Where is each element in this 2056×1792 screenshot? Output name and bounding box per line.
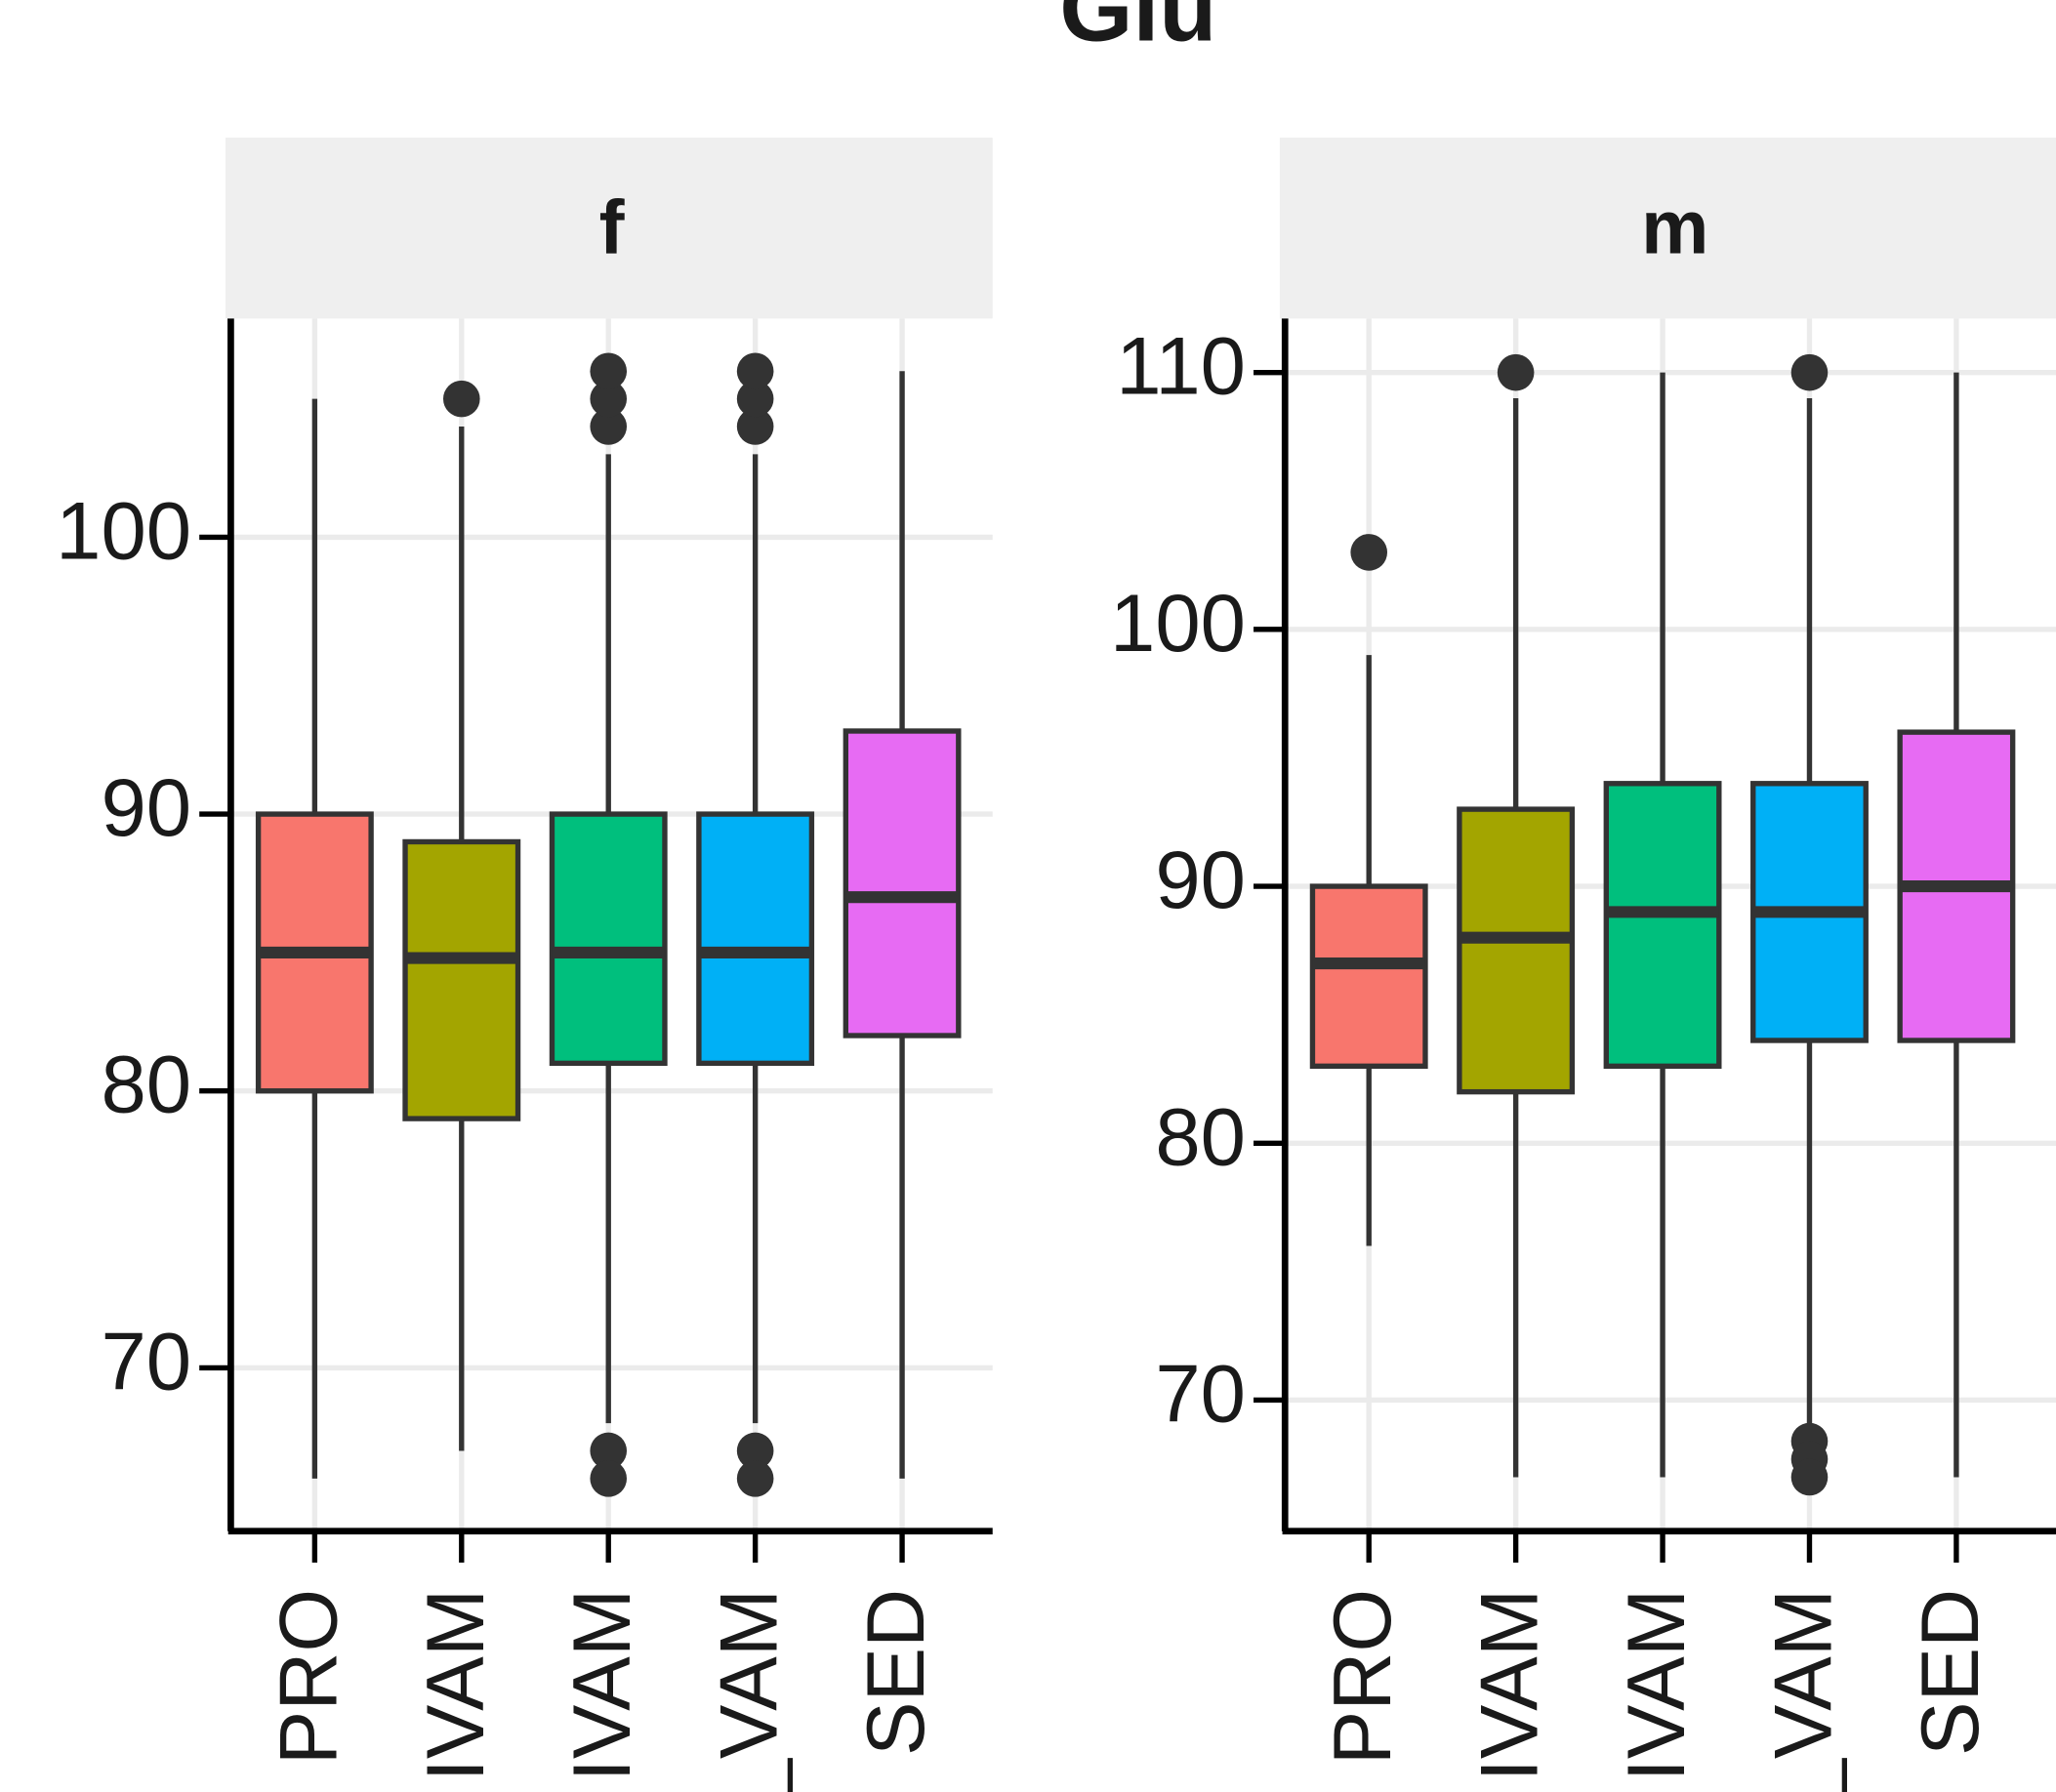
facet-strip bbox=[1279, 138, 2056, 319]
y-tick-label: 90 bbox=[101, 762, 191, 853]
outlier bbox=[736, 352, 774, 390]
outlier bbox=[736, 408, 774, 445]
y-tick-label: 100 bbox=[56, 485, 191, 576]
x-tick-label: IVAM bbox=[410, 1589, 501, 1781]
outlier bbox=[736, 1460, 774, 1497]
outlier bbox=[590, 1460, 628, 1497]
y-tick-label: 70 bbox=[1155, 1348, 1246, 1439]
box bbox=[1309, 883, 1428, 1070]
outlier bbox=[442, 380, 480, 418]
x-tick-label: IVAM bbox=[556, 1589, 647, 1781]
box bbox=[549, 811, 668, 1067]
x-tick-label: IVAM bbox=[1611, 1589, 1702, 1781]
box bbox=[1457, 806, 1576, 1095]
outlier bbox=[736, 1432, 774, 1470]
outlier bbox=[736, 380, 774, 418]
outlier bbox=[590, 380, 628, 418]
y-tick-label: 110 bbox=[1116, 321, 1246, 412]
x-tick-label: PRO bbox=[1317, 1589, 1408, 1765]
x-tick-label: SED bbox=[1905, 1589, 1995, 1756]
box bbox=[402, 838, 521, 1121]
box bbox=[1603, 781, 1722, 1070]
outlier bbox=[1497, 353, 1535, 391]
box bbox=[843, 728, 962, 1039]
outlier bbox=[1350, 534, 1388, 571]
y-tick-label: 100 bbox=[1110, 578, 1246, 669]
x-tick-label: _VAM bbox=[704, 1589, 795, 1792]
outlier bbox=[590, 408, 628, 445]
y-tick-label: 80 bbox=[1155, 1091, 1246, 1182]
y-tick-label: 90 bbox=[1155, 835, 1246, 925]
x-tick-label: PRO bbox=[263, 1589, 353, 1765]
x-tick-label: _VAM bbox=[1757, 1589, 1848, 1792]
facet-strip bbox=[226, 138, 993, 319]
outlier bbox=[590, 1432, 628, 1470]
facet-label: m bbox=[1641, 184, 1708, 270]
x-tick-label: SED bbox=[850, 1589, 941, 1756]
chart-title: Glu bbox=[1059, 0, 1216, 61]
y-tick-label: 80 bbox=[101, 1039, 191, 1130]
box bbox=[696, 811, 815, 1067]
y-tick-label: 70 bbox=[101, 1316, 191, 1406]
facet-label: f bbox=[599, 184, 626, 270]
outlier bbox=[1790, 1458, 1829, 1496]
outlier bbox=[1790, 353, 1829, 391]
x-tick-label: IVAM bbox=[1464, 1589, 1555, 1781]
outlier bbox=[590, 352, 628, 390]
